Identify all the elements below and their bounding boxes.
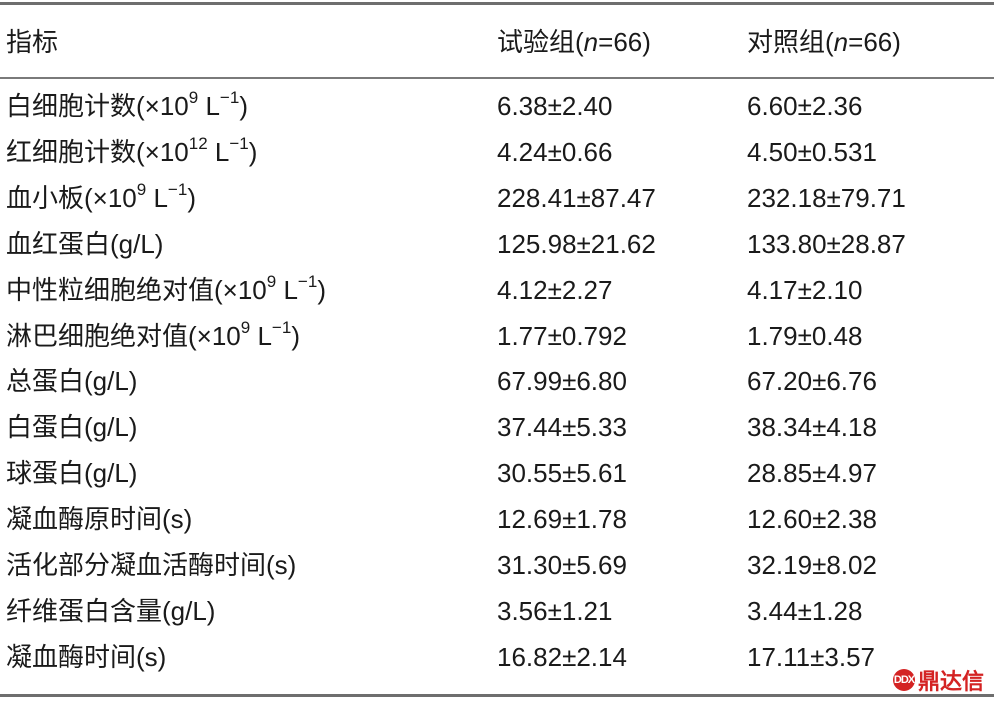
row-indicator-label: 纤维蛋白含量(g/L) (6, 595, 216, 626)
row-test-value: 6.38±2.40 (497, 91, 613, 121)
row-control-value: 232.18±79.71 (747, 182, 906, 213)
row-indicator-label: 凝血酶时间(s) (6, 641, 167, 672)
row-indicator-label: 总蛋白(g/L) (6, 366, 138, 397)
row-test-value: 12.69±1.78 (497, 504, 627, 535)
table-row: 纤维蛋白含量(g/L) 3.56±1.21 3.44±1.28 (0, 591, 994, 631)
row-indicator-label: 中性粒细胞绝对值(×109 L−1) (6, 271, 326, 305)
watermark-logo: DDX 鼎达信 (893, 665, 984, 695)
row-control-value: 28.85±4.97 (747, 458, 877, 489)
row-test-value: 16.82±2.14 (497, 641, 627, 672)
row-indicator-label: 淋巴细胞绝对值(×109 L−1) (6, 317, 300, 351)
row-control-value: 17.11±3.57 (747, 641, 876, 672)
header-control-group: 对照组(n=66) (747, 27, 901, 57)
row-test-value: 30.55±5.61 (497, 458, 627, 489)
row-test-value: 67.99±6.80 (497, 366, 627, 397)
table-top-rule (0, 2, 994, 5)
header-test-group: 试验组(n=66) (497, 27, 651, 57)
table-row: 白蛋白(g/L) 37.44±5.33 38.34±4.18 (0, 407, 994, 447)
table-row: 血红蛋白(g/L) 125.98±21.62 133.80±28.87 (0, 224, 994, 264)
row-control-value: 12.60±2.38 (747, 504, 877, 535)
row-test-value: 37.44±5.33 (497, 412, 627, 443)
row-indicator-label: 血小板(×109 L−1) (6, 180, 196, 213)
table-row: 球蛋白(g/L) 30.55±5.61 28.85±4.97 (0, 453, 994, 493)
table-row: 凝血酶时间(s) 16.82±2.14 17.11±3.57 (0, 637, 994, 677)
table-header-rule (0, 77, 994, 79)
row-test-value: 3.56±1.21 (497, 595, 613, 626)
row-test-value: 4.24±0.66 (497, 136, 613, 167)
row-control-value: 1.79±0.48 (747, 320, 863, 351)
table-row: 血小板(×109 L−1) 228.41±87.47 232.18±79.71 (0, 178, 994, 218)
watermark-text: 鼎达信 (918, 669, 985, 694)
row-control-value: 38.34±4.18 (747, 412, 877, 443)
row-indicator-label: 凝血酶原时间(s) (6, 504, 193, 535)
table-row: 活化部分凝血活酶时间(s) 31.30±5.69 32.19±8.02 (0, 545, 994, 585)
table-row: 中性粒细胞绝对值(×109 L−1) 4.12±2.27 4.17±2.10 (0, 270, 994, 310)
row-test-value: 4.12±2.27 (497, 274, 613, 305)
row-test-value: 31.30±5.69 (497, 550, 627, 580)
row-control-value: 4.50±0.531 (747, 136, 877, 167)
row-indicator-label: 白蛋白(g/L) (6, 412, 138, 443)
row-test-value: 125.98±21.62 (497, 228, 656, 259)
row-indicator-label: 活化部分凝血活酶时间(s) (6, 550, 297, 580)
logo-icon: DDX (893, 669, 915, 691)
table-header-row: 指标 试验组(n=66) 对照组(n=66) (0, 22, 994, 62)
row-control-value: 3.44±1.28 (747, 595, 863, 626)
table-row: 红细胞计数(×1012 L−1) 4.24±0.66 4.50±0.531 (0, 132, 994, 172)
table-row: 总蛋白(g/L) 67.99±6.80 67.20±6.76 (0, 361, 994, 401)
row-indicator-label: 血红蛋白(g/L) (6, 228, 164, 259)
row-test-value: 228.41±87.47 (497, 182, 656, 213)
table-row: 白细胞计数(×109 L−1) 6.38±2.40 6.60±2.36 (0, 86, 994, 126)
row-control-value: 6.60±2.36 (747, 91, 863, 121)
row-control-value: 32.19±8.02 (747, 550, 877, 580)
row-control-value: 67.20±6.76 (747, 366, 877, 397)
row-indicator-label: 白细胞计数(×109 L−1) (6, 88, 248, 121)
row-control-value: 133.80±28.87 (747, 228, 906, 259)
row-indicator-label: 红细胞计数(×1012 L−1) (6, 134, 258, 167)
row-test-value: 1.77±0.792 (497, 320, 627, 351)
table-row: 淋巴细胞绝对值(×109 L−1) 1.77±0.792 1.79±0.48 (0, 316, 994, 356)
row-control-value: 4.17±2.10 (747, 274, 863, 305)
table-row: 凝血酶原时间(s) 12.69±1.78 12.60±2.38 (0, 499, 994, 539)
row-indicator-label: 球蛋白(g/L) (6, 458, 138, 489)
table-bottom-rule (0, 694, 994, 697)
header-indicator: 指标 (6, 27, 59, 57)
